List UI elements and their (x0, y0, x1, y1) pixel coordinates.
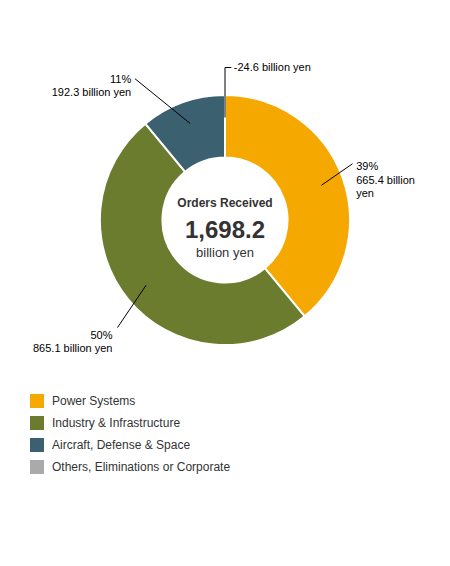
legend-swatch (30, 438, 44, 452)
annotation-line: 39% (356, 160, 378, 172)
legend-item: Aircraft, Defense & Space (30, 438, 190, 452)
annotation-line: -24.6 billion yen (234, 61, 311, 73)
center-text: 1,698.2 (185, 216, 265, 243)
center-text: billion yen (196, 245, 254, 260)
legend-label: Power Systems (52, 394, 135, 408)
legend-item: Power Systems (30, 394, 135, 408)
legend-item: Industry & Infrastructure (30, 416, 180, 430)
legend-swatch (30, 416, 44, 430)
annotation-line: 50% (90, 329, 112, 341)
leader-line (118, 285, 147, 327)
chart-container: Orders Received 1,698.2 billion yen 39% 665.… (0, 0, 450, 566)
legend: Power Systems Industry & Infrastructure Ai… (30, 394, 230, 474)
annotation-line: yen (356, 187, 374, 199)
legend-swatch (30, 394, 44, 408)
center-text: Orders Received (177, 196, 272, 210)
annotation-line: 11% (110, 73, 131, 85)
slices (100, 95, 350, 345)
annotation-line: 192.3 billion yen (52, 86, 132, 98)
annotation: 11%192.3 billion yen (52, 73, 132, 99)
leader-line (321, 164, 352, 186)
annotation: 39% 665.4 billionyen (356, 160, 415, 199)
chart-svg: Orders Received 1,698.2 billion yen 39% 665.… (0, 0, 450, 566)
legend-swatch (30, 460, 44, 474)
legend-label: Others, Eliminations or Corporate (52, 460, 230, 474)
leader-line (225, 68, 231, 118)
annotation-line: 665.4 billion (356, 174, 415, 186)
slice (145, 95, 225, 172)
legend-item: Others, Eliminations or Corporate (30, 460, 230, 474)
annotation: 50%865.1 billion yen (33, 329, 113, 355)
legend-label: Aircraft, Defense & Space (52, 438, 190, 452)
annotation: -24.6 billion yen (234, 61, 311, 73)
legend-label: Industry & Infrastructure (52, 416, 180, 430)
donut: Orders Received 1,698.2 billion yen 39% 665.… (33, 61, 415, 354)
leader-line (135, 79, 190, 124)
annotation-line: 865.1 billion yen (33, 342, 113, 354)
